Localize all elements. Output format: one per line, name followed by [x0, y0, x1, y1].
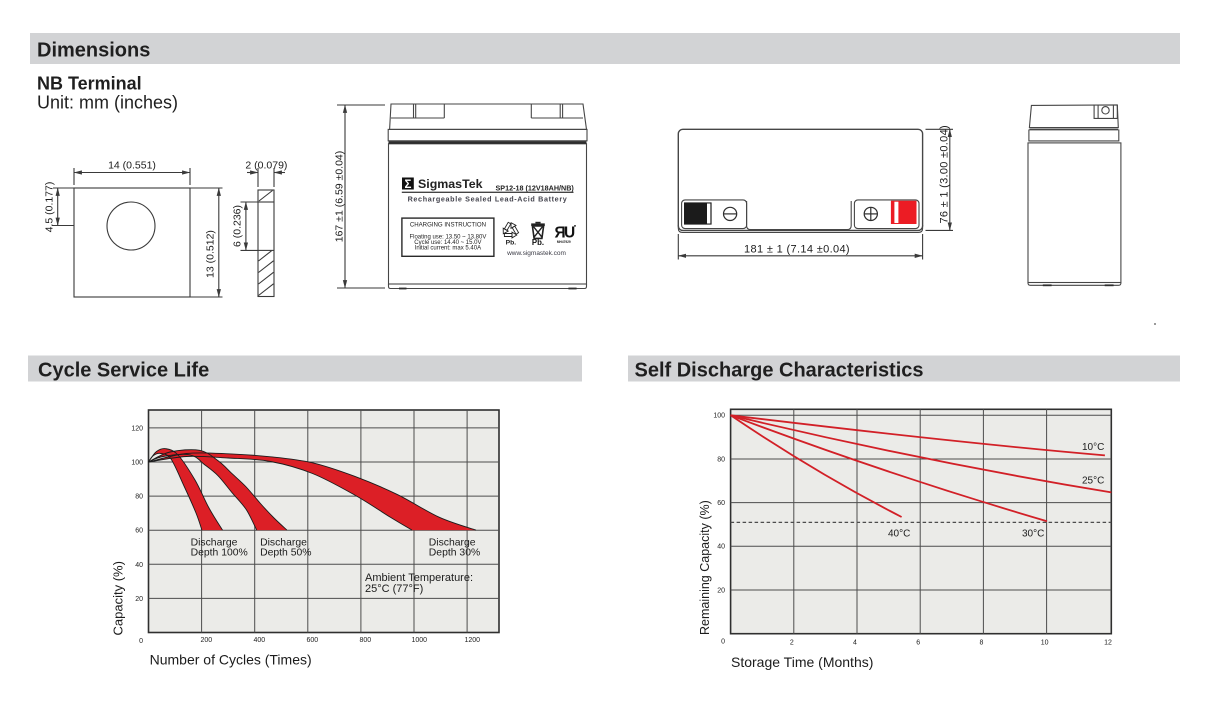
- svg-text:Rechargeable Sealed Lead-Acid: Rechargeable Sealed Lead-Acid Battery: [408, 194, 568, 203]
- svg-text:6 (0.236): 6 (0.236): [232, 205, 244, 247]
- svg-text:10°C: 10°C: [1082, 442, 1104, 453]
- svg-text:25°C: 25°C: [1082, 476, 1104, 487]
- svg-text:Depth 30%: Depth 30%: [429, 548, 480, 559]
- svg-text:120: 120: [131, 425, 143, 432]
- svg-text:Pb.: Pb.: [506, 240, 517, 247]
- svg-text:200: 200: [201, 637, 213, 644]
- svg-text:40: 40: [717, 544, 725, 551]
- svg-text:Depth 100%: Depth 100%: [191, 548, 248, 559]
- svg-text:CHARGING INSTRUCTION: CHARGING INSTRUCTION: [410, 221, 486, 228]
- svg-text:80: 80: [717, 456, 725, 463]
- svg-text:76 ± 1 (3.00 ±0.04): 76 ± 1 (3.00 ±0.04): [939, 125, 951, 224]
- svg-text:SigmasTek: SigmasTek: [418, 177, 483, 191]
- svg-text:60: 60: [717, 500, 725, 507]
- svg-text:2: 2: [790, 640, 794, 647]
- svg-text:20: 20: [717, 587, 725, 594]
- svg-text:Number of Cycles (Times): Number of Cycles (Times): [150, 652, 312, 668]
- svg-text:80: 80: [135, 494, 143, 501]
- svg-text:800: 800: [360, 637, 372, 644]
- svg-text:181 ± 1 (7.14 ±0.04): 181 ± 1 (7.14 ±0.04): [744, 243, 850, 255]
- svg-text:Discharge: Discharge: [191, 537, 238, 548]
- svg-text:4.5 (0.177): 4.5 (0.177): [44, 182, 56, 233]
- svg-text:13 (0.512): 13 (0.512): [205, 230, 217, 278]
- svg-text:MH47929: MH47929: [557, 240, 571, 244]
- svg-text:NB Terminal: NB Terminal: [37, 74, 142, 94]
- svg-text:Storage Time (Months): Storage Time (Months): [731, 654, 873, 670]
- svg-text:20: 20: [135, 596, 143, 603]
- svg-text:Σ: Σ: [404, 179, 411, 191]
- svg-text:Unit: mm (inches): Unit: mm (inches): [37, 93, 178, 113]
- svg-text:400: 400: [254, 637, 266, 644]
- svg-text:Self Discharge Characteristics: Self Discharge Characteristics: [635, 359, 924, 381]
- svg-text:167 ±1 (6.59 ±0.04): 167 ±1 (6.59 ±0.04): [334, 151, 346, 243]
- svg-text:25°C (77°F): 25°C (77°F): [365, 583, 423, 595]
- svg-text:6: 6: [916, 640, 920, 647]
- svg-text:Capacity (%): Capacity (%): [111, 561, 126, 635]
- svg-text:www.sigmastek.com: www.sigmastek.com: [506, 250, 566, 257]
- svg-text:Dimensions: Dimensions: [37, 40, 150, 62]
- svg-text:Cycle Service Life: Cycle Service Life: [38, 359, 209, 381]
- svg-text:8: 8: [979, 640, 983, 647]
- svg-text:ЯU: ЯU: [555, 225, 576, 242]
- svg-text:12: 12: [1104, 640, 1112, 647]
- svg-text:Initial current: max 5.40A: Initial current: max 5.40A: [415, 245, 481, 251]
- svg-text:0: 0: [139, 638, 143, 645]
- svg-text:100: 100: [713, 413, 725, 420]
- svg-text:10: 10: [1041, 640, 1049, 647]
- svg-text:40°C: 40°C: [888, 529, 910, 540]
- svg-text:1000: 1000: [412, 637, 428, 644]
- svg-text:30°C: 30°C: [1022, 529, 1044, 540]
- svg-text:Pb.: Pb.: [532, 238, 544, 247]
- svg-text:0: 0: [721, 638, 725, 645]
- svg-text:Floating use: 13.50 ~ 13.80V: Floating use: 13.50 ~ 13.80V: [409, 234, 486, 240]
- svg-text:Depth 50%: Depth 50%: [260, 548, 311, 559]
- svg-text:600: 600: [307, 637, 319, 644]
- svg-text:Discharge: Discharge: [429, 537, 476, 548]
- svg-text:14 (0.551): 14 (0.551): [108, 160, 156, 172]
- svg-text:4: 4: [853, 640, 857, 647]
- svg-text:2 (0.079): 2 (0.079): [245, 160, 287, 172]
- svg-text:60: 60: [135, 528, 143, 535]
- svg-text:Remaining Capacity (%): Remaining Capacity (%): [698, 500, 712, 635]
- svg-text:Cycle use: 14.40 ~ 15.0V: Cycle use: 14.40 ~ 15.0V: [414, 240, 481, 246]
- svg-text:40: 40: [135, 562, 143, 569]
- svg-text:Ambient Temperature:: Ambient Temperature:: [365, 572, 473, 584]
- svg-text:SP12-18 (12V18AH/NB): SP12-18 (12V18AH/NB): [496, 183, 575, 192]
- svg-text:Discharge: Discharge: [260, 537, 307, 548]
- svg-text:100: 100: [131, 460, 143, 467]
- svg-text:1200: 1200: [465, 637, 481, 644]
